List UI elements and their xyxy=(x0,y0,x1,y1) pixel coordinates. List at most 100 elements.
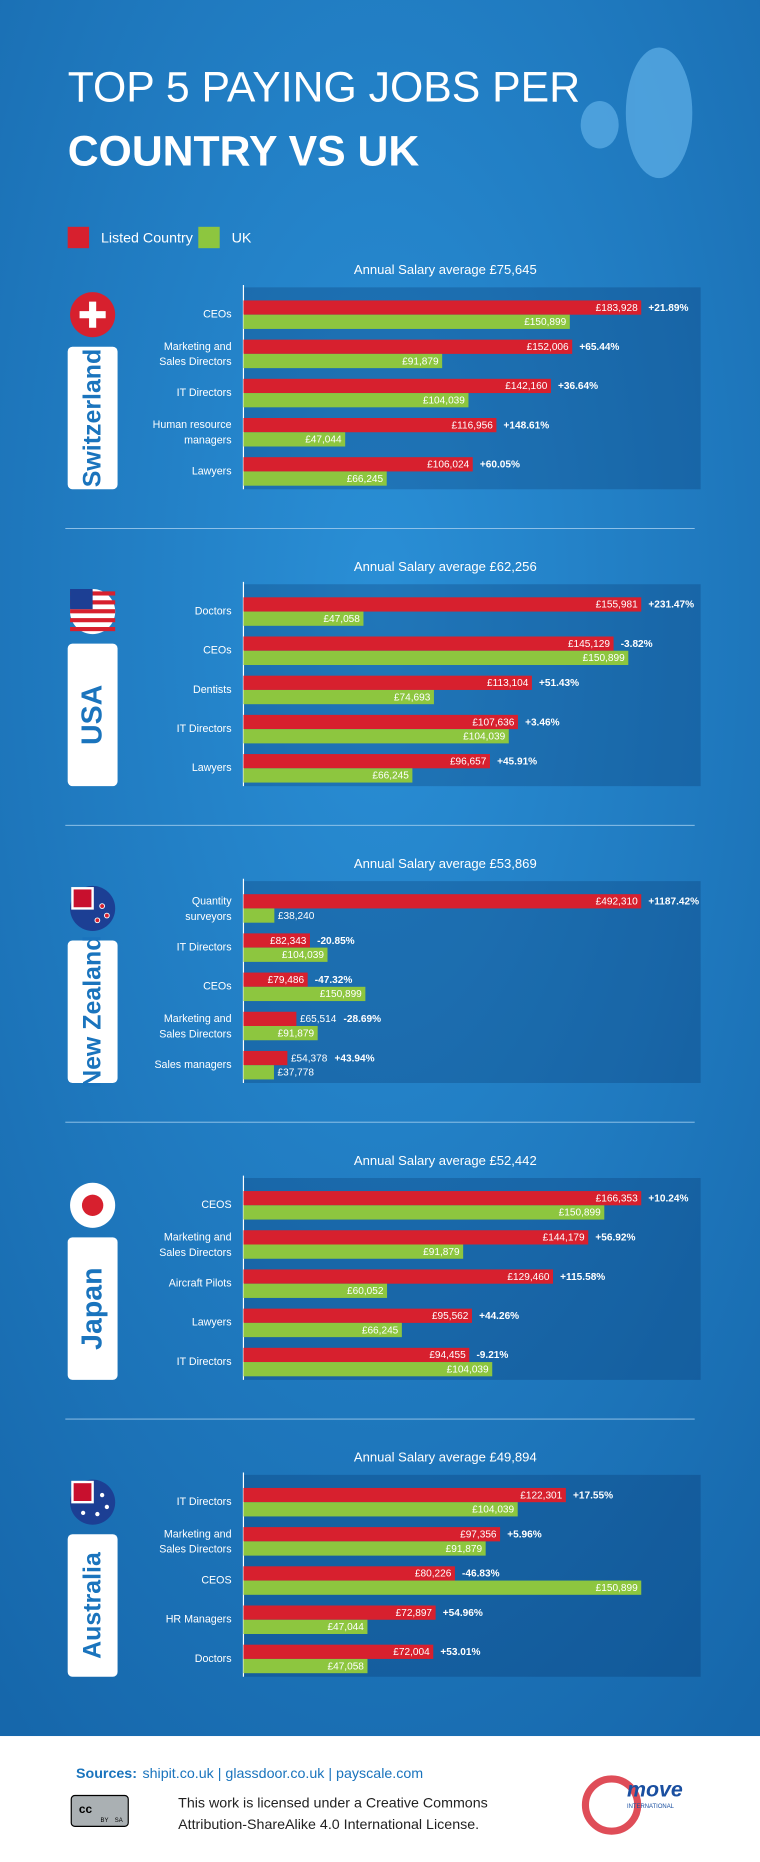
legend-swatch xyxy=(198,226,220,249)
country-bar xyxy=(243,300,642,315)
flag xyxy=(70,609,116,614)
flag xyxy=(99,903,105,909)
value-label: £166,353 xyxy=(596,1193,638,1204)
country-bar xyxy=(243,1308,472,1323)
flag xyxy=(70,627,116,632)
uk-bar xyxy=(243,393,469,408)
chart-title: Japan xyxy=(76,1267,108,1349)
uk-bar xyxy=(243,611,364,626)
category-label: Quantity surveyors xyxy=(185,895,232,922)
cc-badge-text: BY xyxy=(101,1818,109,1824)
difference-label: +115.58% xyxy=(560,1272,605,1283)
uk-bar xyxy=(243,947,328,962)
category-label: IT Directors xyxy=(177,941,232,953)
category-label: CEOs xyxy=(203,645,231,657)
value-label: £66,245 xyxy=(347,474,384,485)
value-label: £107,636 xyxy=(472,717,514,728)
license-text: This work is licensed under a Creative C… xyxy=(178,1796,488,1812)
legend-label: UK xyxy=(232,230,252,246)
uk-bar xyxy=(243,1541,486,1556)
value-label: £91,879 xyxy=(446,1544,483,1555)
chart-subtitle: Annual Salary average £49,894 xyxy=(354,1450,537,1465)
legend-label: Listed Country xyxy=(101,230,194,246)
category-label: Marketing and Sales Directors xyxy=(159,1231,231,1258)
value-label: £116,956 xyxy=(452,420,494,431)
chart-panel xyxy=(243,881,701,1083)
flag xyxy=(81,1194,104,1216)
difference-label: +56.92% xyxy=(595,1233,635,1244)
uk-bar xyxy=(243,1244,464,1259)
value-label: £37,778 xyxy=(278,1068,315,1079)
difference-label: +53.01% xyxy=(440,1647,480,1658)
country-badge xyxy=(67,1534,118,1677)
value-label: £152,006 xyxy=(527,342,569,353)
category-label: Doctors xyxy=(195,605,232,617)
flag xyxy=(71,1480,94,1504)
country-bar xyxy=(243,754,490,769)
value-label: £150,899 xyxy=(596,1583,638,1594)
uk-bar xyxy=(243,650,629,665)
category-label: CEOs xyxy=(203,981,231,993)
value-label: £155,981 xyxy=(596,600,638,611)
difference-label: -3.82% xyxy=(621,639,653,650)
flag xyxy=(79,311,106,319)
country-bar xyxy=(243,1050,288,1066)
sources-label: Sources: xyxy=(76,1766,137,1782)
chart-title: New Zealand xyxy=(78,936,106,1088)
difference-label: +65.44% xyxy=(579,342,619,353)
country-section: Annual Salary average £62,256 USA Doctors £… xyxy=(65,559,701,826)
value-label: £79,486 xyxy=(268,975,305,986)
value-label: £54,378 xyxy=(291,1053,328,1064)
country-bar xyxy=(243,1527,501,1542)
country-badge xyxy=(67,1237,118,1380)
value-label: £104,039 xyxy=(463,732,505,743)
chart-subtitle: Annual Salary average £52,442 xyxy=(354,1153,537,1168)
value-label: £144,179 xyxy=(543,1233,585,1244)
uk-bar xyxy=(243,729,509,744)
uk-bar xyxy=(243,1658,368,1674)
value-label: £60,052 xyxy=(347,1286,384,1297)
value-label: £47,044 xyxy=(327,1622,364,1633)
country-bar xyxy=(243,1605,436,1620)
uk-bar xyxy=(243,1502,518,1517)
value-label: £91,879 xyxy=(402,356,439,367)
title-line: COUNTRY VS UK xyxy=(68,128,420,176)
flag xyxy=(104,912,110,919)
uk-bar xyxy=(243,689,434,705)
value-label: £122,301 xyxy=(520,1490,562,1501)
country-bar xyxy=(243,894,642,909)
cc-badge-text: SA xyxy=(115,1818,123,1824)
value-label: £104,039 xyxy=(282,950,324,961)
value-label: £183,928 xyxy=(596,303,638,314)
chart-title: Switzerland xyxy=(78,349,106,487)
country-bar xyxy=(243,339,573,354)
cc-badge xyxy=(70,1794,129,1827)
country-bar xyxy=(243,1644,434,1659)
country-bar xyxy=(243,675,532,690)
uk-bar xyxy=(243,1362,493,1377)
value-label: £74,693 xyxy=(394,692,431,703)
title-line: TOP 5 PAYING JOBS PER xyxy=(68,64,580,112)
uk-bar xyxy=(243,1026,318,1041)
value-label: £91,879 xyxy=(423,1247,460,1258)
value-label: £104,039 xyxy=(472,1505,514,1516)
value-label: £129,460 xyxy=(507,1272,549,1283)
country-badge xyxy=(67,643,118,787)
value-label: £47,058 xyxy=(327,1661,364,1672)
country-section: Annual Salary average £49,894 Australia IT… xyxy=(67,1450,701,1677)
value-label: £66,245 xyxy=(362,1325,399,1336)
category-label: Sales managers xyxy=(154,1059,231,1071)
chart-title: Australia xyxy=(78,1551,106,1659)
uk-bar xyxy=(243,986,366,1002)
difference-label: +148.61% xyxy=(504,420,550,431)
value-label: £96,657 xyxy=(450,756,487,767)
cc-badge-text: cc xyxy=(79,1802,93,1816)
value-label: £104,039 xyxy=(423,395,465,406)
value-label: £47,058 xyxy=(323,614,360,625)
category-label: CEOS xyxy=(201,1199,231,1211)
difference-label: +1187.42% xyxy=(648,897,699,908)
uk-bar xyxy=(243,908,275,923)
difference-label: +231.47% xyxy=(648,600,694,611)
value-label: £150,899 xyxy=(320,989,362,1000)
